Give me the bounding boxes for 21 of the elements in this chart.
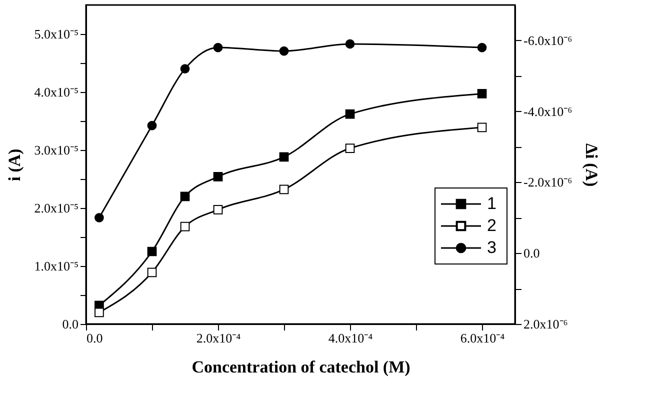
y-tick-label: 0.0 — [62, 316, 78, 332]
y2-tick-label: -6.0x10⁻⁶ — [524, 32, 572, 48]
x-tick-label: 6.0x10⁻⁴ — [460, 330, 506, 346]
x-tick-label: 0.0 — [86, 330, 103, 346]
y-tick-label: 5.0x10⁻⁵ — [34, 26, 78, 42]
y2-axis-title: Δi (A) — [582, 143, 602, 187]
y-tick-label: 2.0x10⁻⁵ — [34, 200, 78, 216]
y-axis-title: i (A) — [5, 148, 24, 182]
y-tick-label: 3.0x10⁻⁵ — [34, 142, 78, 158]
y2-tick-label: 0.0 — [524, 246, 540, 261]
x-axis-title: Concentration of catechol (M) — [192, 358, 410, 376]
x-tick-label: 2.0x10⁻⁴ — [196, 330, 242, 346]
y-tick-label: 1.0x10⁻⁵ — [34, 258, 78, 274]
y-tick-label: 4.0x10⁻⁵ — [34, 84, 78, 100]
legend-label: 3 — [487, 238, 496, 257]
x-tick-label: 4.0x10⁻⁴ — [328, 330, 374, 346]
legend-label: 2 — [487, 216, 496, 235]
legend-label: 1 — [487, 194, 496, 213]
y2-tick-label: -4.0x10⁻⁶ — [524, 104, 572, 119]
y2-tick-label: -2.0x10⁻⁶ — [524, 174, 572, 190]
y2-tick-label: 2.0x10⁻⁶ — [524, 316, 568, 332]
